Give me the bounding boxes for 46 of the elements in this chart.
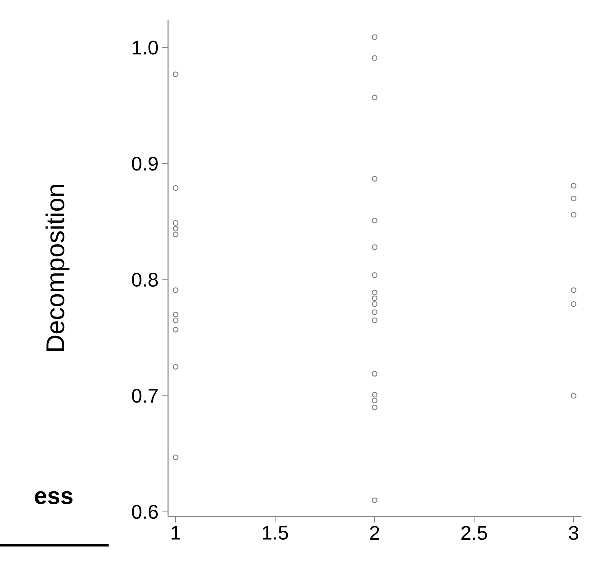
point: [173, 72, 179, 78]
point: [372, 404, 378, 410]
point: [372, 371, 378, 377]
point: [173, 226, 179, 232]
point: [372, 55, 378, 61]
point: [173, 364, 179, 370]
y-tick-label: 0.7: [132, 388, 158, 403]
point: [571, 212, 577, 218]
y-tick-label: 0.6: [132, 505, 158, 519]
point: [372, 392, 378, 398]
point: [372, 34, 378, 40]
y-tick-label: 0.9: [132, 156, 158, 171]
point: [173, 454, 179, 460]
point: [173, 287, 179, 294]
point: [173, 318, 179, 324]
x-tick-label: 2: [370, 526, 380, 540]
point: [173, 220, 179, 226]
point: [372, 94, 378, 100]
point: [173, 326, 179, 333]
y-axis-title: Decomposition: [46, 185, 70, 351]
point: [571, 183, 577, 189]
point: [571, 196, 577, 202]
point: [372, 244, 378, 250]
text: ess: [35, 491, 73, 504]
point: [372, 301, 378, 308]
x-tick-label: 1.5: [263, 526, 288, 540]
point: [173, 312, 179, 318]
point: [372, 310, 378, 316]
y-tick-label: 1.0: [132, 40, 158, 55]
point: [372, 218, 378, 224]
point: [372, 398, 378, 404]
point: [372, 318, 378, 324]
point: [571, 393, 577, 399]
point: [372, 498, 378, 504]
point: [571, 287, 577, 294]
point: [372, 176, 378, 182]
x-tick-label: 1: [172, 526, 180, 540]
point: [571, 301, 577, 308]
x-tick-label: 2.5: [462, 526, 488, 540]
point: [372, 296, 378, 302]
x-tick-label: 3: [569, 526, 578, 540]
point: [372, 290, 378, 296]
point: [372, 272, 378, 278]
point: [173, 232, 179, 238]
y-tick-label: 0.8: [132, 272, 158, 287]
point: [173, 185, 179, 191]
